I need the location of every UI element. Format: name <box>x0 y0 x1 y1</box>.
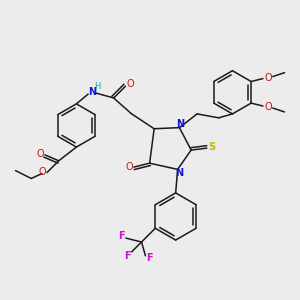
Text: H: H <box>94 82 100 91</box>
Text: N: N <box>176 119 184 129</box>
Text: O: O <box>264 73 272 82</box>
Text: O: O <box>125 162 133 172</box>
Text: O: O <box>264 102 272 112</box>
Text: S: S <box>208 142 215 152</box>
Text: N: N <box>176 168 184 178</box>
Text: F: F <box>118 231 125 241</box>
Text: O: O <box>36 149 44 159</box>
Text: O: O <box>38 167 46 177</box>
Text: N: N <box>88 87 96 97</box>
Text: F: F <box>146 253 153 263</box>
Text: F: F <box>124 251 131 261</box>
Text: O: O <box>127 79 134 89</box>
